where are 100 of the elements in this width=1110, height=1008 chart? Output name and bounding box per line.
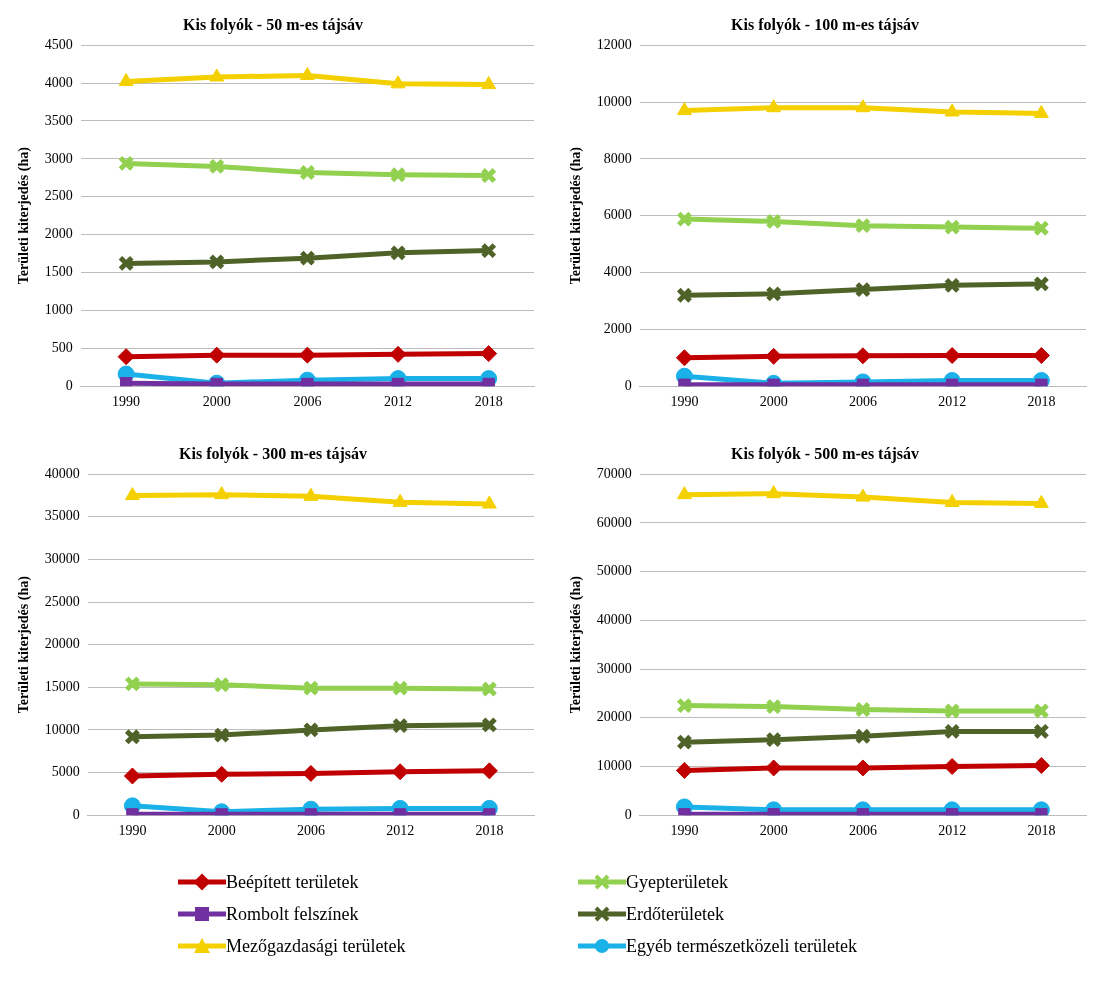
point (1033, 723, 1050, 740)
point (854, 281, 872, 298)
point (765, 731, 782, 748)
y-tick-label: 2000 (603, 321, 632, 337)
x-tick-label: 1990 (670, 394, 699, 410)
point (1033, 275, 1050, 293)
point (676, 210, 693, 228)
y-tick-label: 40000 (596, 612, 632, 628)
point (676, 102, 692, 116)
x-tick-label: 2000 (207, 823, 236, 839)
y-tick-label: 4000 (603, 264, 632, 280)
point (123, 767, 141, 785)
point (302, 764, 320, 782)
point (389, 166, 407, 183)
y-axis-title: Területi kiterjedés (ha) (568, 575, 585, 714)
point (124, 728, 141, 745)
chart-title: Kis folyók - 50 m-es tájsáv (183, 15, 363, 34)
point (299, 249, 316, 267)
x-tick-label: 2012 (938, 394, 967, 410)
y-tick-label: 20000 (44, 636, 80, 652)
y-tick-label: 35000 (44, 508, 80, 524)
point (389, 345, 407, 363)
point (676, 287, 693, 304)
legend-label: Rombolt felszínek (226, 903, 359, 925)
x-tick-label: 2012 (938, 823, 967, 839)
point (944, 493, 960, 507)
point (117, 348, 135, 366)
point (391, 377, 405, 387)
point (302, 721, 320, 739)
chart-title: Kis folyók - 500 m-es tájsáv (731, 444, 919, 463)
point (855, 99, 871, 113)
point (302, 680, 320, 697)
y-tick-label: 10000 (596, 93, 632, 109)
y-tick-label: 2500 (44, 188, 73, 204)
point (766, 485, 782, 499)
y-tick-label: 4500 (44, 36, 73, 52)
x-tick-label: 1990 (112, 394, 141, 410)
y-axis-title: Területi kiterjedés (ha) (16, 575, 33, 714)
point (299, 67, 315, 81)
y-tick-label: 500 (51, 339, 73, 355)
point (480, 242, 497, 259)
point (675, 761, 693, 779)
point (391, 680, 409, 697)
y-tick-label: 0 (72, 806, 80, 822)
point (392, 493, 408, 507)
point (208, 158, 225, 175)
legend-label: Egyéb természetközeli területek (626, 935, 857, 957)
point (390, 75, 406, 89)
y-tick-label: 0 (65, 377, 73, 393)
point (854, 728, 872, 745)
chart-title: Kis folyók - 300 m-es tájsáv (179, 444, 367, 463)
point (676, 733, 693, 751)
y-tick-label: 20000 (596, 709, 632, 725)
point (765, 285, 782, 302)
point (208, 253, 225, 271)
point (943, 277, 961, 294)
y-axis-title: Területi kiterjedés (ha) (568, 146, 585, 285)
point (480, 345, 498, 363)
legend-label: Mezőgazdasági területek (226, 935, 406, 957)
y-tick-label: 15000 (44, 679, 80, 694)
legend-label: Beépített területek (226, 871, 359, 893)
y-tick-label: 3500 (44, 112, 73, 128)
point (119, 377, 133, 387)
x-tick-label: 2006 (293, 394, 322, 410)
y-tick-label: 5000 (51, 764, 80, 780)
point (481, 716, 498, 733)
x-tick-label: 2000 (759, 823, 788, 839)
point (481, 680, 498, 698)
point (1033, 220, 1050, 237)
point (855, 488, 871, 502)
y-tick-label: 2000 (44, 226, 73, 242)
point (389, 244, 407, 261)
y-tick-label: 3000 (44, 150, 73, 166)
point (1033, 104, 1049, 118)
point (117, 255, 135, 272)
x-tick-label: 2000 (759, 394, 788, 410)
y-tick-label: 10000 (44, 721, 80, 737)
point (117, 155, 135, 172)
y-tick-label: 60000 (596, 514, 632, 530)
point (213, 676, 230, 693)
point (391, 717, 409, 734)
y-tick-label: 1500 (44, 264, 73, 280)
point (765, 698, 782, 715)
y-tick-label: 70000 (596, 465, 632, 481)
x-tick-label: 2006 (848, 394, 877, 410)
point (675, 349, 693, 367)
point (943, 723, 961, 740)
y-tick-label: 25000 (44, 593, 80, 609)
point (299, 164, 316, 181)
point (124, 487, 140, 501)
x-tick-label: 2018 (474, 394, 503, 410)
chart-title: Kis folyók - 100 m-es tájsáv (731, 15, 919, 34)
point (303, 487, 319, 501)
legend-label: Erdőterületek (626, 903, 724, 925)
y-tick-label: 40000 (44, 465, 80, 481)
y-tick-label: 10000 (596, 758, 632, 774)
y-axis-title: Területi kiterjedés (ha) (16, 146, 33, 285)
point (124, 675, 141, 693)
point (481, 76, 497, 90)
point (676, 697, 693, 714)
